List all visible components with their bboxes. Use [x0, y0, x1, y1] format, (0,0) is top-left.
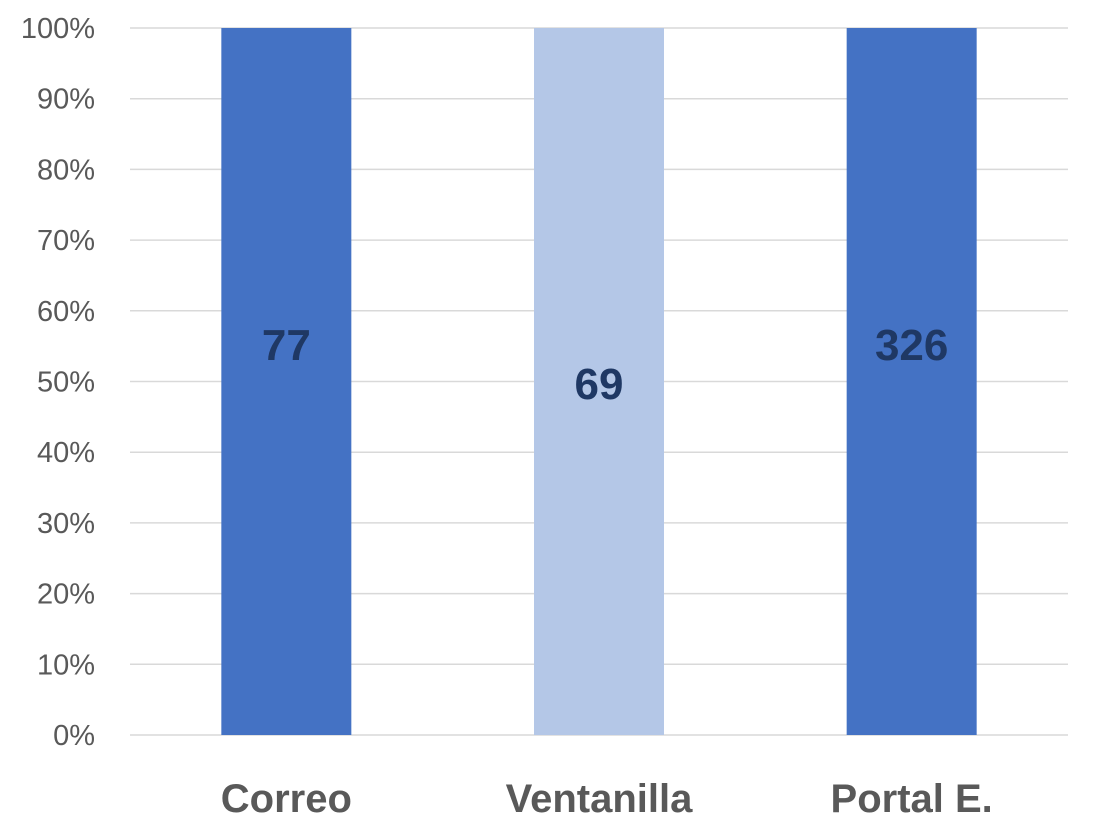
- y-tick-label: 90%: [37, 84, 95, 116]
- y-tick-label: 80%: [37, 154, 95, 186]
- x-tick-label: Correo: [221, 777, 352, 816]
- x-tick-label: Ventanilla: [506, 777, 693, 816]
- data-label: 326: [875, 321, 948, 370]
- y-tick-label: 20%: [37, 579, 95, 611]
- x-axis-tick-labels: Correo Ventanilla Portal E.: [221, 777, 993, 816]
- y-tick-label: 70%: [37, 225, 95, 257]
- bar-ventanilla: [534, 28, 664, 735]
- y-tick-label: 50%: [37, 367, 95, 399]
- data-labels: 77 69 326: [262, 321, 949, 409]
- y-tick-label: 10%: [37, 649, 95, 681]
- y-tick-label: 30%: [37, 508, 95, 540]
- y-tick-label: 100%: [21, 13, 95, 45]
- data-label: 69: [575, 360, 624, 409]
- y-tick-label: 0%: [53, 720, 95, 752]
- bars: [221, 28, 977, 735]
- x-tick-label: Portal E.: [831, 777, 993, 816]
- y-tick-label: 60%: [37, 296, 95, 328]
- bar-correo: [221, 28, 352, 735]
- bar-portal-e: [846, 28, 977, 735]
- y-axis-tick-labels: 0% 10% 20% 30% 40% 50% 60% 70% 80% 90% 100%: [21, 13, 95, 752]
- y-tick-label: 40%: [37, 437, 95, 469]
- data-label: 77: [262, 321, 311, 370]
